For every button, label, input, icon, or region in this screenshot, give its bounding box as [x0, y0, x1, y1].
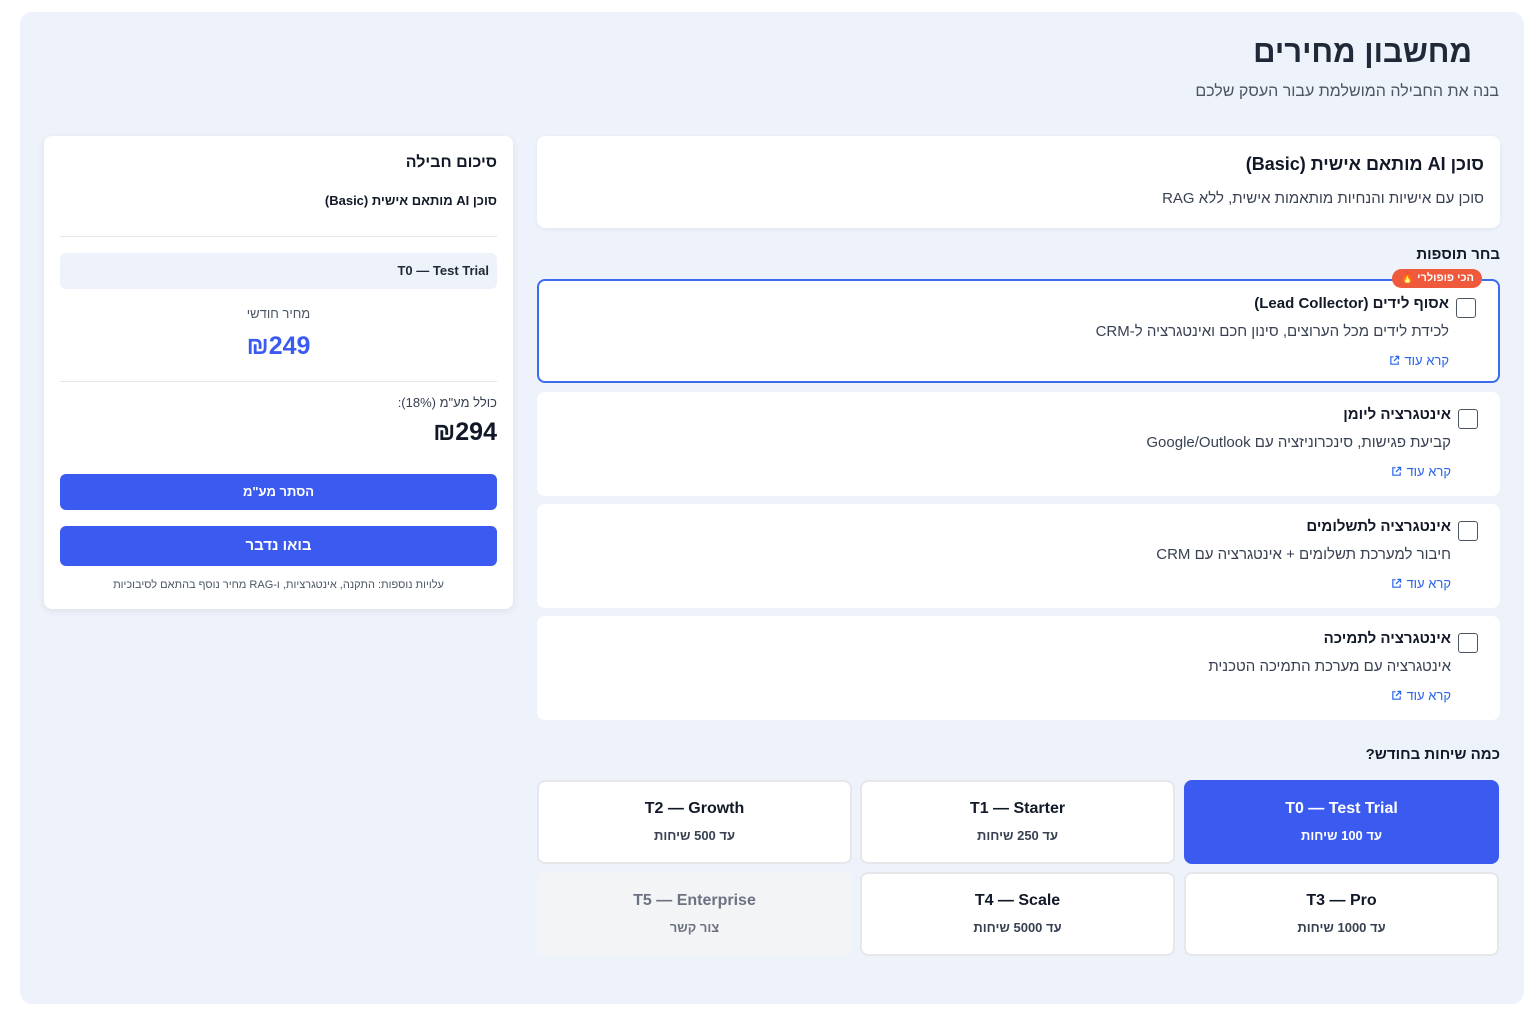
addon-name: אינטגרציה לתמיכה [1323, 630, 1451, 647]
addon-description: חיבור למערכת תשלומים + אינטגרציה עם CRM [1156, 546, 1451, 563]
tiers-section-label: כמה שיחות בחודש? [1365, 746, 1500, 763]
addon-checkbox[interactable] [1458, 633, 1478, 653]
tier-conversations: צור קשר [669, 920, 720, 935]
addon-description: אינטגרציה עם מערכת התמיכה הטכנית [1208, 658, 1451, 675]
addon-support-integration[interactable]: אינטגרציה לתמיכה אינטגרציה עם מערכת התמי… [537, 616, 1500, 720]
vat-price: ₪294 [433, 418, 497, 446]
read-more-label: קרא עוד [1406, 464, 1451, 479]
tier-name: T0 — Test Trial [1285, 800, 1398, 817]
summary-agent: סוכן AI מותאם אישית (Basic) [324, 193, 497, 208]
tier-name: T3 — Pro [1306, 892, 1377, 909]
read-more-label: קרא עוד [1406, 576, 1451, 591]
summary-title: סיכום חבילה [405, 154, 497, 171]
tier-option-t2[interactable]: T2 — Growth עד 500 שיחות [537, 780, 852, 864]
tier-conversations: עד 500 שיחות [653, 828, 736, 843]
tier-conversations: עד 1000 שיחות [1297, 920, 1386, 935]
tier-name: T4 — Scale [974, 892, 1061, 909]
summary-tier: T0 — Test Trial [60, 253, 497, 289]
monthly-price-label: מחיר חודשי [246, 306, 311, 321]
tier-option-t5[interactable]: T5 — Enterprise צור קשר [537, 872, 852, 956]
agent-description: סוכן עם אישיות והנחיות מותאמות אישית, לל… [1162, 190, 1484, 207]
tier-name: T2 — Growth [644, 800, 745, 817]
read-more-link[interactable]: קרא עוד [1391, 464, 1451, 479]
addon-payments-integration[interactable]: אינטגרציה לתשלומים חיבור למערכת תשלומים … [537, 504, 1500, 608]
lets-talk-button[interactable]: בואו נדבר [60, 526, 497, 566]
fire-icon: 🔥 [1400, 272, 1415, 284]
read-more-link[interactable]: קרא עוד [1391, 576, 1451, 591]
addon-name: אינטגרציה לתשלומים [1306, 518, 1451, 535]
agent-card: סוכן AI מותאם אישית (Basic) סוכן עם אישי… [537, 136, 1500, 228]
tier-option-t0[interactable]: T0 — Test Trial עד 100 שיחות [1184, 780, 1499, 864]
page-title: מחשבון מחירים [1253, 34, 1472, 69]
popular-badge: הכי פופולרי 🔥 [1392, 269, 1482, 288]
external-link-icon [1392, 466, 1402, 476]
tier-conversations: עד 250 שיחות [976, 828, 1059, 843]
hide-vat-button[interactable]: הסתר מע"מ [60, 474, 497, 510]
read-more-link[interactable]: קרא עוד [1389, 353, 1449, 368]
page-subtitle: בנה את החבילה המושלמת עבור העסק שלכם [1195, 83, 1499, 100]
tier-name: T1 — Starter [969, 800, 1066, 817]
pricing-calculator: מחשבון מחירים בנה את החבילה המושלמת עבור… [20, 12, 1524, 1004]
addon-name: אינטגרציה ליומן [1343, 406, 1451, 423]
external-link-icon [1392, 690, 1402, 700]
addon-calendar-integration[interactable]: אינטגרציה ליומן קביעת פגישות, סינכרוניזצ… [537, 392, 1500, 496]
addon-description: קביעת פגישות, סינכרוניזציה עם Google/Out… [1146, 434, 1451, 451]
read-more-label: קרא עוד [1404, 353, 1449, 368]
addon-checkbox[interactable] [1456, 298, 1476, 318]
monthly-price: ₪249 [246, 332, 311, 360]
tier-option-t1[interactable]: T1 — Starter עד 250 שיחות [860, 780, 1175, 864]
addons-section-label: בחר תוספות [1416, 246, 1500, 263]
addon-name: אסוף לידים (Lead Collector) [1254, 295, 1449, 312]
tier-option-t3[interactable]: T3 — Pro עד 1000 שיחות [1184, 872, 1499, 956]
tier-conversations: עד 100 שיחות [1300, 828, 1383, 843]
addon-lead-collector[interactable]: הכי פופולרי 🔥 אסוף לידים (Lead Collector… [537, 269, 1500, 383]
tier-option-t4[interactable]: T4 — Scale עד 5000 שיחות [860, 872, 1175, 956]
vat-label: כולל מע"מ (18%): [397, 395, 497, 410]
addon-checkbox[interactable] [1458, 409, 1478, 429]
additional-costs-note: עלויות נוספות: התקנה, אינטגרציות, ו-RAG … [113, 579, 444, 591]
addon-checkbox[interactable] [1458, 521, 1478, 541]
read-more-link[interactable]: קרא עוד [1391, 688, 1451, 703]
addon-description: לכידת לידים מכל הערוצים, סינון חכם ואינט… [1095, 323, 1449, 340]
package-summary-card: סיכום חבילה סוכן AI מותאם אישית (Basic) … [44, 136, 513, 609]
divider [60, 381, 497, 382]
tier-conversations: עד 5000 שיחות [973, 920, 1062, 935]
tier-name: T5 — Enterprise [633, 892, 756, 909]
read-more-label: קרא עוד [1406, 688, 1451, 703]
agent-name: סוכן AI מותאם אישית (Basic) [1245, 154, 1484, 174]
external-link-icon [1392, 578, 1402, 588]
popular-badge-label: הכי פופולרי [1417, 272, 1474, 284]
external-link-icon [1390, 355, 1400, 365]
divider [60, 236, 497, 237]
